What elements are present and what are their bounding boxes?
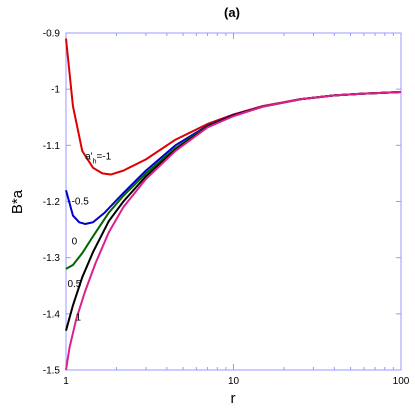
y-tick-label: -1.4 bbox=[43, 309, 61, 320]
series-label-main: a' bbox=[85, 151, 93, 162]
series-labels: a'h=-1 -0.5 0 0.5 1 bbox=[67, 151, 111, 323]
x-tick-label: 100 bbox=[393, 376, 410, 387]
series-label-1: -0.5 bbox=[72, 196, 90, 207]
series-label-2: 0 bbox=[72, 237, 78, 248]
y-tick-label: -0.9 bbox=[43, 29, 61, 40]
series-label-sub: h bbox=[93, 158, 97, 165]
series-line-3 bbox=[65, 90, 402, 331]
y-tick-label: -1.3 bbox=[43, 253, 61, 264]
series-line-2 bbox=[65, 90, 402, 270]
series-line-0 bbox=[65, 38, 402, 176]
y-tick-label: -1.5 bbox=[43, 366, 61, 377]
y-tick-label: -1 bbox=[51, 85, 60, 96]
series-label-rest: =-1 bbox=[96, 151, 111, 162]
x-axis-title: r bbox=[231, 390, 236, 407]
series-label-3: 0.5 bbox=[67, 279, 81, 290]
y-tick-label: -1.1 bbox=[43, 141, 61, 152]
x-tick-label: 1 bbox=[63, 376, 69, 387]
y-axis-title: B*a bbox=[9, 189, 26, 214]
x-axis: 1 10 100 bbox=[63, 33, 410, 387]
y-tick-label: -1.2 bbox=[43, 197, 61, 208]
chart-title: (a) bbox=[224, 5, 240, 20]
series-line-4 bbox=[65, 90, 402, 371]
y-axis: -0.9 -1 -1.1 -1.2 -1.3 -1.4 -1.5 bbox=[43, 29, 401, 377]
series-label-0: a'h=-1 bbox=[85, 151, 112, 165]
series-label-4: 1 bbox=[76, 313, 82, 324]
x-tick-label: 10 bbox=[228, 376, 240, 387]
series-group bbox=[65, 38, 402, 371]
